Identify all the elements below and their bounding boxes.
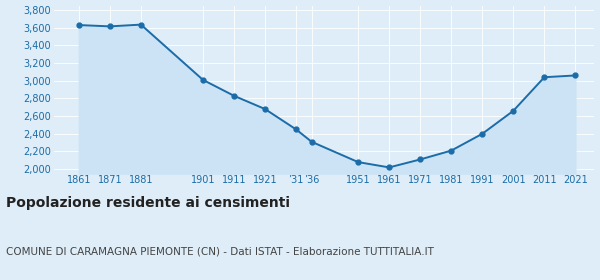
Text: Popolazione residente ai censimenti: Popolazione residente ai censimenti — [6, 196, 290, 210]
Text: COMUNE DI CARAMAGNA PIEMONTE (CN) - Dati ISTAT - Elaborazione TUTTITALIA.IT: COMUNE DI CARAMAGNA PIEMONTE (CN) - Dati… — [6, 246, 434, 256]
